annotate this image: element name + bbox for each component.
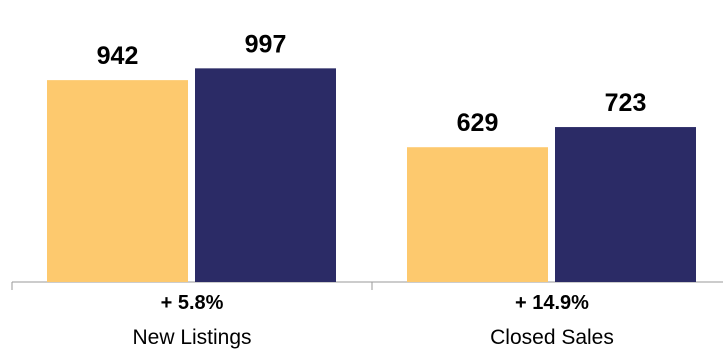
data-label-closed-sales-1: 629 <box>457 109 499 137</box>
bar-new-listings-1 <box>47 80 188 283</box>
data-label-new-listings-2: 997 <box>245 30 287 58</box>
bar-closed-sales-2 <box>555 127 696 282</box>
bar-new-listings-2 <box>195 68 336 283</box>
category-label-closed-sales: Closed Sales <box>490 326 614 349</box>
category-label-new-listings: New Listings <box>132 326 251 349</box>
data-label-new-listings-1: 942 <box>97 42 139 70</box>
data-label-closed-sales-2: 723 <box>605 89 647 117</box>
bar-closed-sales-1 <box>407 147 548 282</box>
change-label-new-listings: + 5.8% <box>161 292 224 314</box>
chart-marks: 942 997 + 5.8% New Listings 629 723 + 14.9% Clo… <box>47 30 696 349</box>
change-label-closed-sales: + 14.9% <box>515 292 589 314</box>
